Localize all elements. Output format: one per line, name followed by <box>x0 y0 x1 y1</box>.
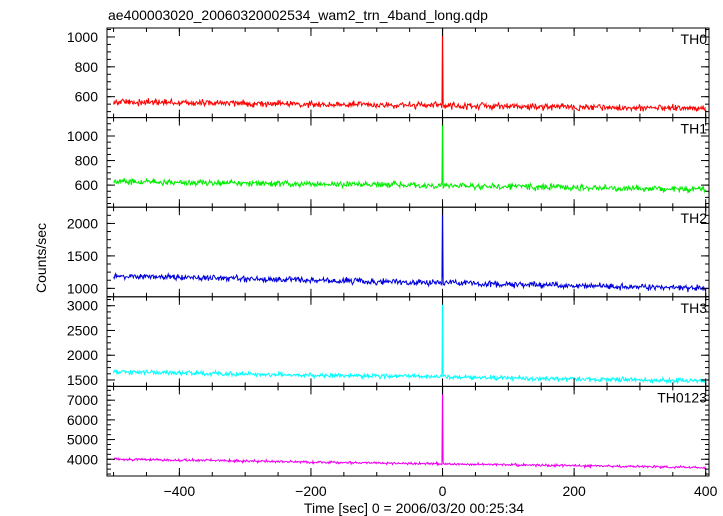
y-tick-label: 7000 <box>67 392 98 408</box>
panel-label-th0: TH0 <box>681 31 708 47</box>
panel-th2: 1000 1500 2000 TH2 <box>67 206 710 298</box>
x-tick-label: 0 <box>439 483 447 499</box>
series-line-th0 <box>113 27 706 113</box>
panel-th1: 600 800 1000 TH1 <box>67 117 710 208</box>
y-tick-label: 1000 <box>67 29 98 45</box>
panel-label-th3: TH3 <box>681 300 708 316</box>
panel-th0123: 4000 5000 6000 7000 TH0123 <box>67 385 710 477</box>
x-tick-label: −400 <box>164 483 196 499</box>
x-tick-label: 200 <box>562 483 586 499</box>
series-line-th3 <box>113 296 707 385</box>
y-tick-label: 5000 <box>67 432 98 448</box>
y-tick-label: 2500 <box>67 322 98 338</box>
x-axis: −400 −200 0 200 400 <box>164 483 718 499</box>
panel-label-th1: TH1 <box>681 121 708 137</box>
panels-group: 600 800 1000 TH0 600 800 1000 TH1 1000 1500 2000 TH… <box>67 27 710 477</box>
panel-th0: 600 800 1000 TH0 <box>67 27 710 119</box>
y-tick-label: 3000 <box>67 298 98 314</box>
panel-label-th2: TH2 <box>681 210 708 226</box>
series-line-th0123 <box>113 386 706 470</box>
y-tick-label: 1000 <box>67 128 98 144</box>
y-tick-label: 2000 <box>67 347 98 363</box>
y-tick-label: 1500 <box>67 248 98 264</box>
y-tick-label: 1500 <box>67 372 98 388</box>
x-tick-label: −200 <box>295 483 327 499</box>
x-tick-label: 400 <box>694 483 718 499</box>
y-tick-label: 1000 <box>67 280 98 296</box>
panel-frame <box>106 27 710 119</box>
y-tick-label: 600 <box>75 177 99 193</box>
panel-th3: 1500 2000 2500 3000 TH3 <box>67 296 710 388</box>
y-tick-label: 600 <box>75 89 99 105</box>
chart-title: ae400003020_20060320002534_wam2_trn_4ban… <box>108 7 488 23</box>
panel-label-th0123: TH0123 <box>657 389 707 405</box>
series-line-th2 <box>113 207 707 293</box>
panel-frame <box>106 117 710 208</box>
x-axis-label: Time [sec] 0 = 2006/03/20 00:25:34 <box>304 500 524 516</box>
y-tick-label: 2000 <box>67 215 98 231</box>
y-tick-label: 6000 <box>67 412 98 428</box>
y-tick-label: 800 <box>75 59 99 75</box>
panel-frame <box>106 385 710 477</box>
y-tick-label: 4000 <box>67 451 98 467</box>
y-tick-label: 800 <box>75 153 99 169</box>
y-axis-label: Counts/sec <box>33 223 49 293</box>
series-line-th1 <box>113 117 706 194</box>
